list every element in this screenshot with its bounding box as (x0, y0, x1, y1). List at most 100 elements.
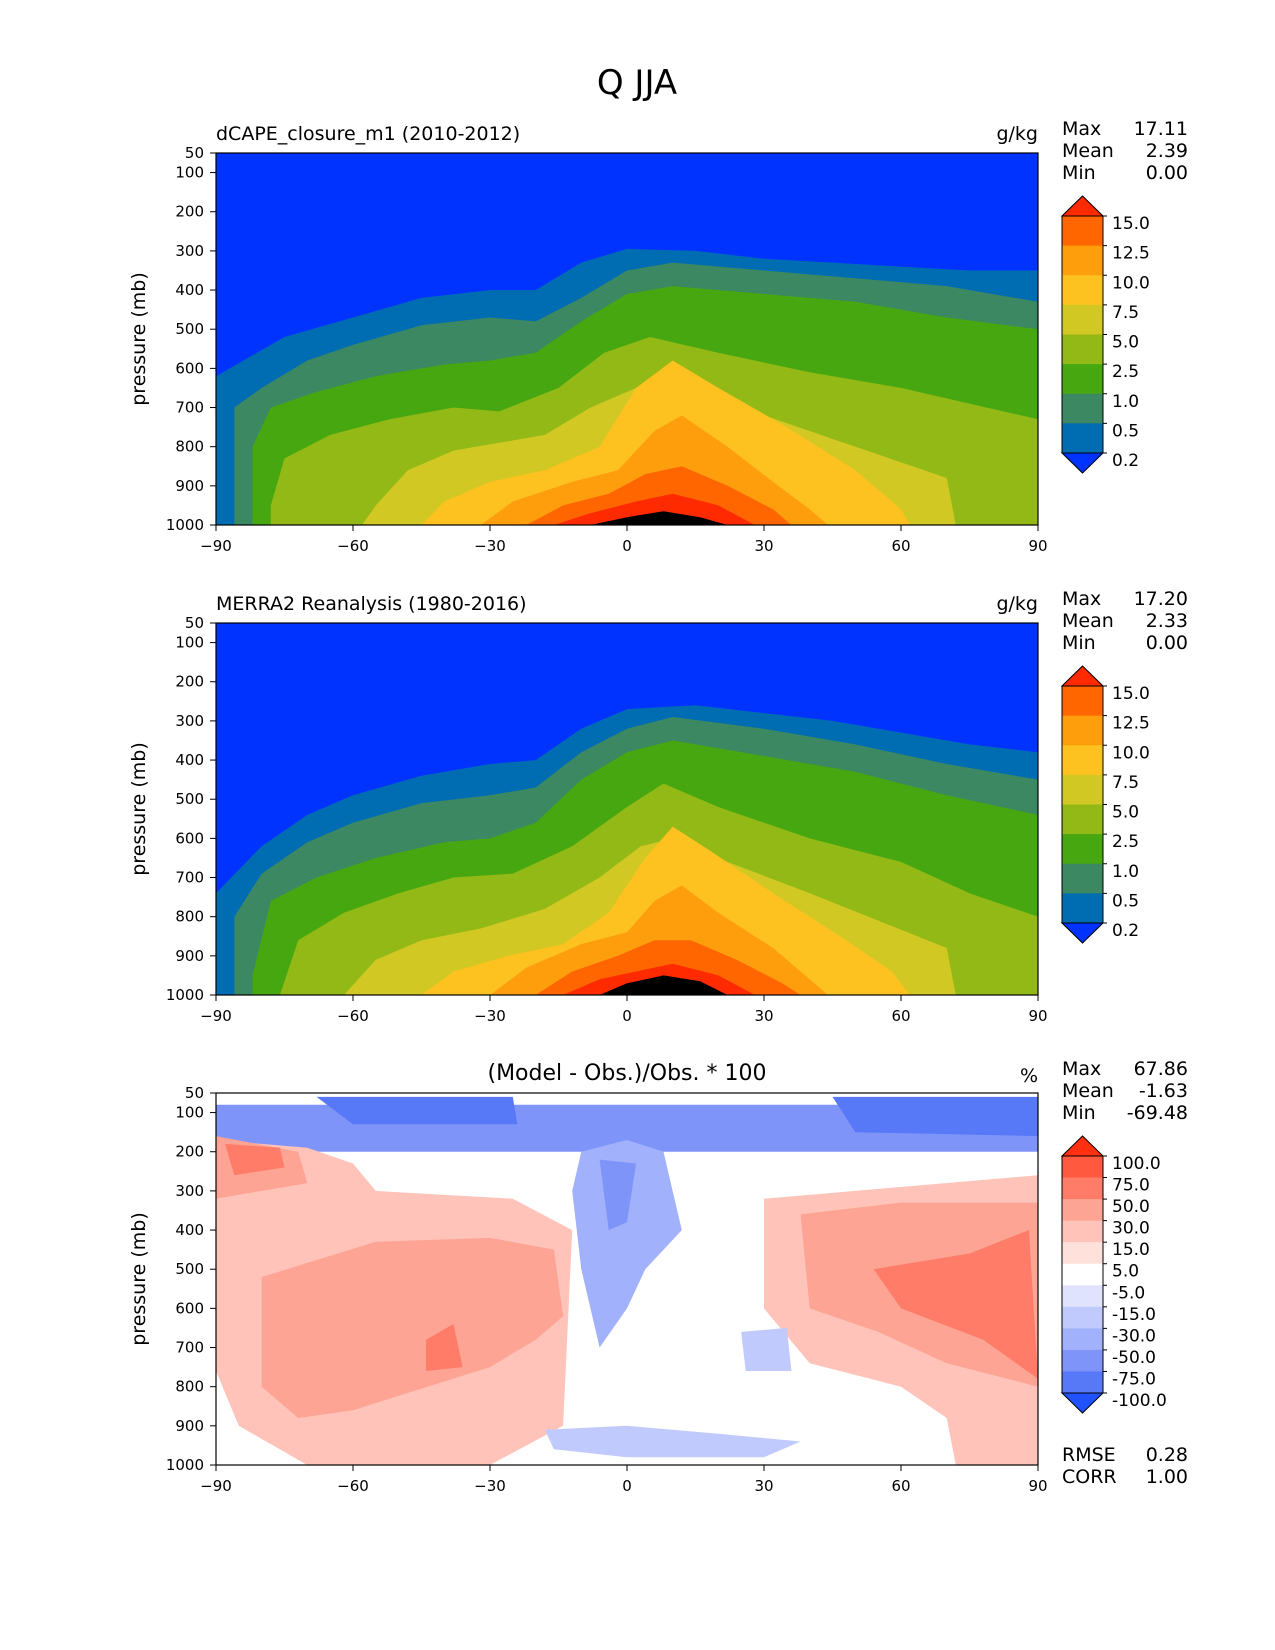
diff-region (426, 1324, 463, 1371)
colorbar-label: 30.0 (1112, 1219, 1150, 1239)
contour-band (590, 511, 728, 525)
colorbar-label: 75.0 (1112, 1176, 1150, 1196)
diff-region (544, 1425, 801, 1458)
colorbar-label: -15.0 (1112, 1305, 1156, 1325)
x-tick-label: −30 (474, 1007, 506, 1025)
y-tick-label: 200 (175, 673, 204, 691)
x-tick-label: 90 (1028, 537, 1047, 555)
x-tick-label: 60 (891, 537, 910, 555)
colorbar-label: 0.2 (1112, 921, 1139, 941)
colorbar-segment (1062, 423, 1103, 454)
y-tick-label: 200 (175, 1143, 204, 1161)
colorbar-extend-min (1060, 1392, 1105, 1414)
colorbar-label: 0.5 (1112, 421, 1139, 441)
colorbar-segment (1062, 1328, 1103, 1351)
y-tick-label: 300 (175, 242, 204, 260)
panel-model-colorbar: 15.0 12.5 10.0 7.5 5.0 2.5 1.0 0.5 0.2 (1060, 195, 1150, 474)
y-tick-label: 100 (175, 1104, 204, 1122)
contour-band (599, 975, 728, 995)
x-tick-label: −30 (474, 1477, 506, 1495)
x-tick-label: −60 (337, 1007, 369, 1025)
colorbar-label: 10.0 (1112, 273, 1150, 293)
stat-label: Min (1062, 162, 1096, 184)
colorbar-segment (1062, 804, 1103, 835)
y-tick-label: 300 (175, 712, 204, 730)
y-tick-label: 400 (175, 281, 204, 299)
panel-diff-bottom-stats: RMSE 0.28 CORR 1.00 (1062, 1444, 1188, 1488)
colorbar-segment (1062, 745, 1103, 776)
y-tick-label: 600 (175, 359, 204, 377)
stat-value: -69.48 (1127, 1102, 1188, 1124)
colorbar-label: 7.5 (1112, 773, 1139, 793)
colorbar-label: 5.0 (1112, 803, 1139, 823)
figure-title: Q JJA (597, 63, 677, 103)
x-tick-label: 90 (1028, 1007, 1047, 1025)
y-tick-label: 1000 (166, 1456, 204, 1474)
colorbar-segment (1062, 686, 1103, 717)
colorbar-label: 100.0 (1112, 1154, 1161, 1174)
y-tick-label: 100 (175, 164, 204, 182)
colorbar-segment (1062, 304, 1103, 335)
colorbar-label: 5.0 (1112, 1262, 1139, 1282)
y-tick-label: 1000 (166, 986, 204, 1004)
diff-region (832, 1096, 1038, 1137)
y-tick-label: 700 (175, 399, 204, 417)
colorbar-extend-max (1060, 665, 1105, 687)
y-tick-label: 400 (175, 751, 204, 769)
y-tick-label: 50 (185, 1084, 204, 1102)
x-tick-label: 30 (754, 1477, 773, 1495)
x-tick-label: −90 (200, 1477, 232, 1495)
x-tick-label: 30 (754, 537, 773, 555)
colorbar-segment (1062, 863, 1103, 894)
colorbar-label: -75.0 (1112, 1369, 1156, 1389)
y-tick-label: 600 (175, 829, 204, 847)
colorbar-extend-min (1060, 452, 1105, 474)
colorbar-label: 2.5 (1112, 362, 1139, 382)
colorbar-segment (1062, 1285, 1103, 1308)
x-tick-label: −90 (200, 1007, 232, 1025)
colorbar-extend-min (1060, 922, 1105, 944)
x-tick-label: 0 (622, 1007, 632, 1025)
stat-label: Min (1062, 632, 1096, 654)
panel-model-stats: Max 17.11 Mean 2.39 Min 0.00 (1062, 118, 1188, 184)
colorbar-segment (1062, 216, 1103, 247)
colorbar-segment (1062, 1263, 1103, 1286)
stat-value: 0.00 (1146, 632, 1188, 654)
x-tick-label: −90 (200, 537, 232, 555)
x-tick-label: 30 (754, 1007, 773, 1025)
colorbar-segment (1062, 1371, 1103, 1394)
y-tick-label: 400 (175, 1221, 204, 1239)
y-axis-label: pressure (mb) (128, 742, 150, 876)
y-tick-label: 100 (175, 634, 204, 652)
colorbar-segment (1062, 893, 1103, 924)
colorbar-label: 50.0 (1112, 1197, 1150, 1217)
diff-region (225, 1143, 285, 1176)
colorbar-label: 10.0 (1112, 743, 1150, 763)
colorbar-extend-max (1060, 195, 1105, 217)
colorbar-label: 12.5 (1112, 714, 1150, 734)
stat-value: 0.28 (1146, 1444, 1188, 1466)
y-tick-label: 50 (185, 144, 204, 162)
contour-band (553, 493, 755, 525)
x-tick-label: −60 (337, 537, 369, 555)
diff-region (572, 1140, 682, 1348)
stat-value: 67.86 (1134, 1058, 1188, 1080)
colorbar-label: 15.0 (1112, 684, 1150, 704)
y-tick-label: 300 (175, 1182, 204, 1200)
stat-label: CORR (1062, 1466, 1117, 1488)
y-tick-label: 800 (175, 1378, 204, 1396)
stat-label: Max (1062, 118, 1101, 140)
colorbar-label: 15.0 (1112, 214, 1150, 234)
panel-model-title: dCAPE_closure_m1 (2010-2012) (216, 123, 520, 145)
diff-region (316, 1096, 518, 1125)
stat-label: Mean (1062, 140, 1114, 162)
stat-value: 2.33 (1146, 610, 1188, 632)
colorbar-label: 2.5 (1112, 832, 1139, 852)
colorbar-segment (1062, 1199, 1103, 1222)
colorbar-segment (1062, 275, 1103, 306)
stat-label: RMSE (1062, 1444, 1116, 1466)
colorbar-label: 15.0 (1112, 1240, 1150, 1260)
